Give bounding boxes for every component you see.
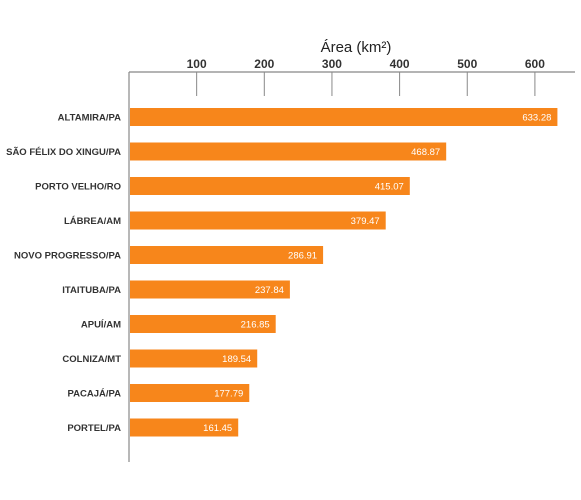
x-tick-label: 500 (457, 57, 477, 71)
x-tick-label: 600 (525, 57, 545, 71)
bar-value-label: 633.28 (522, 113, 551, 124)
category-label: NOVO PROGRESSO/PA (14, 251, 121, 262)
bar-value-label: 216.85 (241, 320, 270, 331)
category-label: COLNIZA/MT (62, 354, 121, 365)
category-label: ALTAMIRA/PA (58, 113, 121, 124)
category-label: PACAJÁ/PA (68, 389, 122, 400)
bar-value-label: 237.84 (255, 285, 284, 296)
bar-value-label: 177.79 (214, 389, 243, 400)
category-label: ITAITUBA/PA (62, 285, 121, 296)
category-label: PORTO VELHO/RO (35, 182, 121, 193)
bar (130, 142, 447, 161)
x-tick-label: 300 (322, 57, 342, 71)
bar (130, 418, 239, 437)
x-axis-ticks: 100 200 300 400 500 600 (187, 57, 545, 96)
bars: 633.28 468.87 415.07 379.47 286.91 237.84 216.… (130, 108, 558, 437)
bar (130, 280, 290, 299)
x-axis-title: Área (km²) (321, 39, 392, 56)
bar-value-label: 189.54 (222, 354, 251, 365)
bar (130, 246, 324, 264)
category-labels: ALTAMIRA/PA SÃO FÉLIX DO XINGU/PA PORTO VE… (6, 113, 121, 435)
bar (130, 384, 250, 402)
x-tick-label: 100 (187, 57, 207, 71)
bar-value-label: 468.87 (411, 147, 440, 158)
bar (130, 349, 258, 368)
bar-value-label: 286.91 (288, 251, 317, 262)
bar (130, 211, 386, 230)
x-tick-label: 400 (390, 57, 410, 71)
bar-value-label: 379.47 (351, 216, 380, 227)
bar-value-label: 415.07 (375, 182, 404, 193)
bar (130, 315, 276, 333)
bar (130, 177, 410, 195)
axes (128, 71, 575, 462)
bar (130, 108, 558, 126)
category-label: APUÍ/AM (81, 320, 121, 331)
bar-value-label: 161.45 (203, 423, 232, 434)
category-label: LÁBREA/AM (64, 216, 121, 227)
x-tick-label: 200 (254, 57, 274, 71)
category-label: SÃO FÉLIX DO XINGU/PA (6, 147, 121, 158)
category-label: PORTEL/PA (67, 423, 121, 434)
